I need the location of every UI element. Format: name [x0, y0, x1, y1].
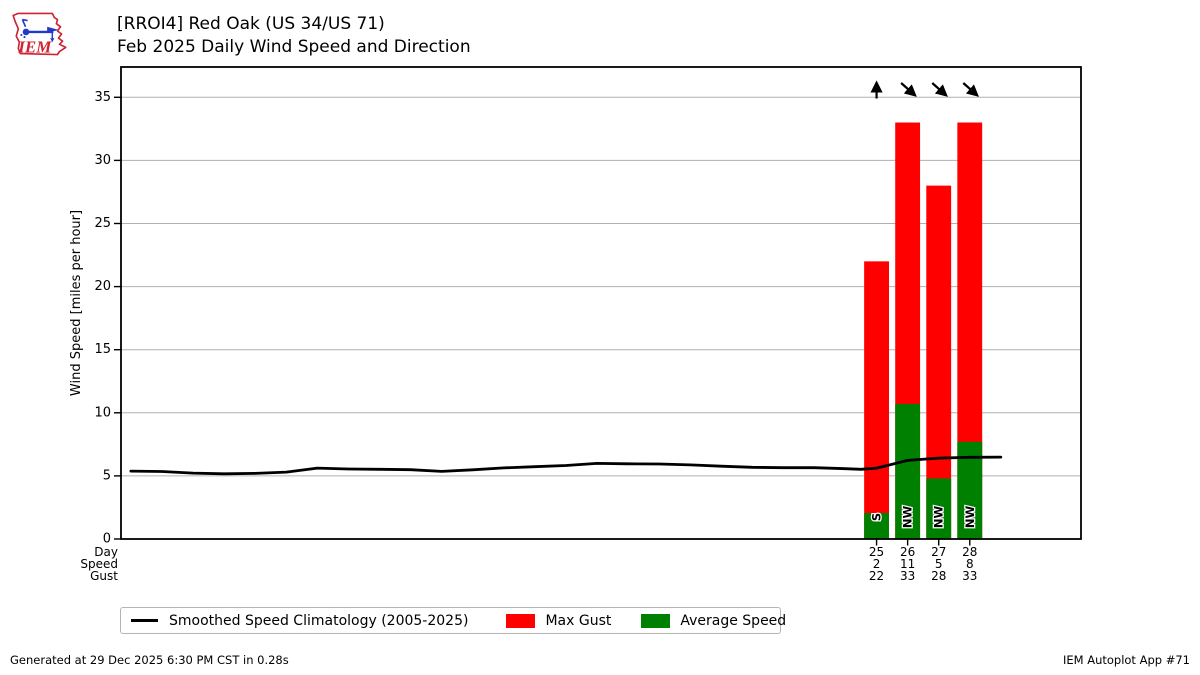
y-tick-label: 25	[94, 216, 111, 231]
legend-label-avg-speed: Average Speed	[680, 612, 787, 629]
y-tick-label: 10	[94, 405, 111, 420]
wind-direction-arrow	[900, 82, 917, 97]
generated-timestamp: Generated at 29 Dec 2025 6:30 PM CST in …	[10, 653, 289, 667]
x-day-label: 25	[869, 545, 884, 559]
wind-direction-arrow	[931, 82, 948, 97]
y-tick-label: 35	[94, 90, 111, 105]
app-credit: IEM Autoplot App #71	[1062, 653, 1190, 667]
anemometer-icon	[20, 18, 59, 43]
x-day-label: 26	[900, 545, 915, 559]
iem-logo-text: IEM	[17, 38, 52, 57]
x-gust-label: 28	[931, 569, 946, 583]
iem-logo: IEM	[12, 12, 67, 57]
x-speed-label: 5	[935, 557, 943, 571]
avg-speed-bar	[864, 513, 889, 539]
legend: Smoothed Speed Climatology (2005-2025) M…	[120, 607, 786, 634]
max-gust-bar	[864, 261, 889, 539]
chart-title-line1: [RROI4] Red Oak (US 34/US 71)	[117, 14, 385, 34]
y-tick-label: 15	[94, 342, 111, 357]
wind-direction-arrow	[962, 82, 979, 97]
legend-label-climatology: Smoothed Speed Climatology (2005-2025)	[169, 612, 469, 629]
wind-direction-label: NW	[901, 506, 915, 529]
wind-direction-label: NW	[932, 506, 946, 529]
x-gust-label: 33	[900, 569, 915, 583]
y-tick-label: 5	[103, 468, 111, 483]
wind-direction-label: NW	[963, 506, 977, 529]
y-axis-label: Wind Speed [miles per hour]	[69, 210, 84, 396]
avg-speed-bar	[895, 403, 921, 539]
avg-speed-bar	[926, 478, 952, 539]
plot-border	[120, 66, 1082, 540]
x-speed-label: 8	[966, 557, 974, 571]
wind-direction-label: S	[870, 513, 884, 521]
y-tick-label: 20	[94, 279, 111, 294]
chart-title: [RROI4] Red Oak (US 34/US 71) Feb 2025 D…	[117, 13, 471, 59]
axis-row-header-gust: Gust	[90, 569, 118, 583]
legend-patch-avg-speed	[641, 613, 671, 628]
climatology-line	[129, 455, 1003, 476]
axis-row-header-day: Day	[94, 545, 118, 559]
iowa-outline	[12, 12, 67, 56]
axis-row-header-speed: Speed	[80, 557, 118, 571]
legend-patch-max-gust	[506, 613, 536, 628]
x-gust-label: 22	[869, 569, 884, 583]
x-speed-label: 11	[900, 557, 915, 571]
legend-label-max-gust: Max Gust	[545, 612, 612, 629]
y-tick-label: 30	[94, 153, 111, 168]
x-gust-label: 33	[962, 569, 977, 583]
x-day-label: 27	[931, 545, 946, 559]
x-speed-label: 2	[873, 557, 881, 571]
x-day-label: 28	[962, 545, 977, 559]
chart-title-line2: Feb 2025 Daily Wind Speed and Direction	[117, 37, 471, 57]
y-tick-label: 0	[103, 532, 111, 547]
legend-line-swatch	[131, 619, 158, 622]
